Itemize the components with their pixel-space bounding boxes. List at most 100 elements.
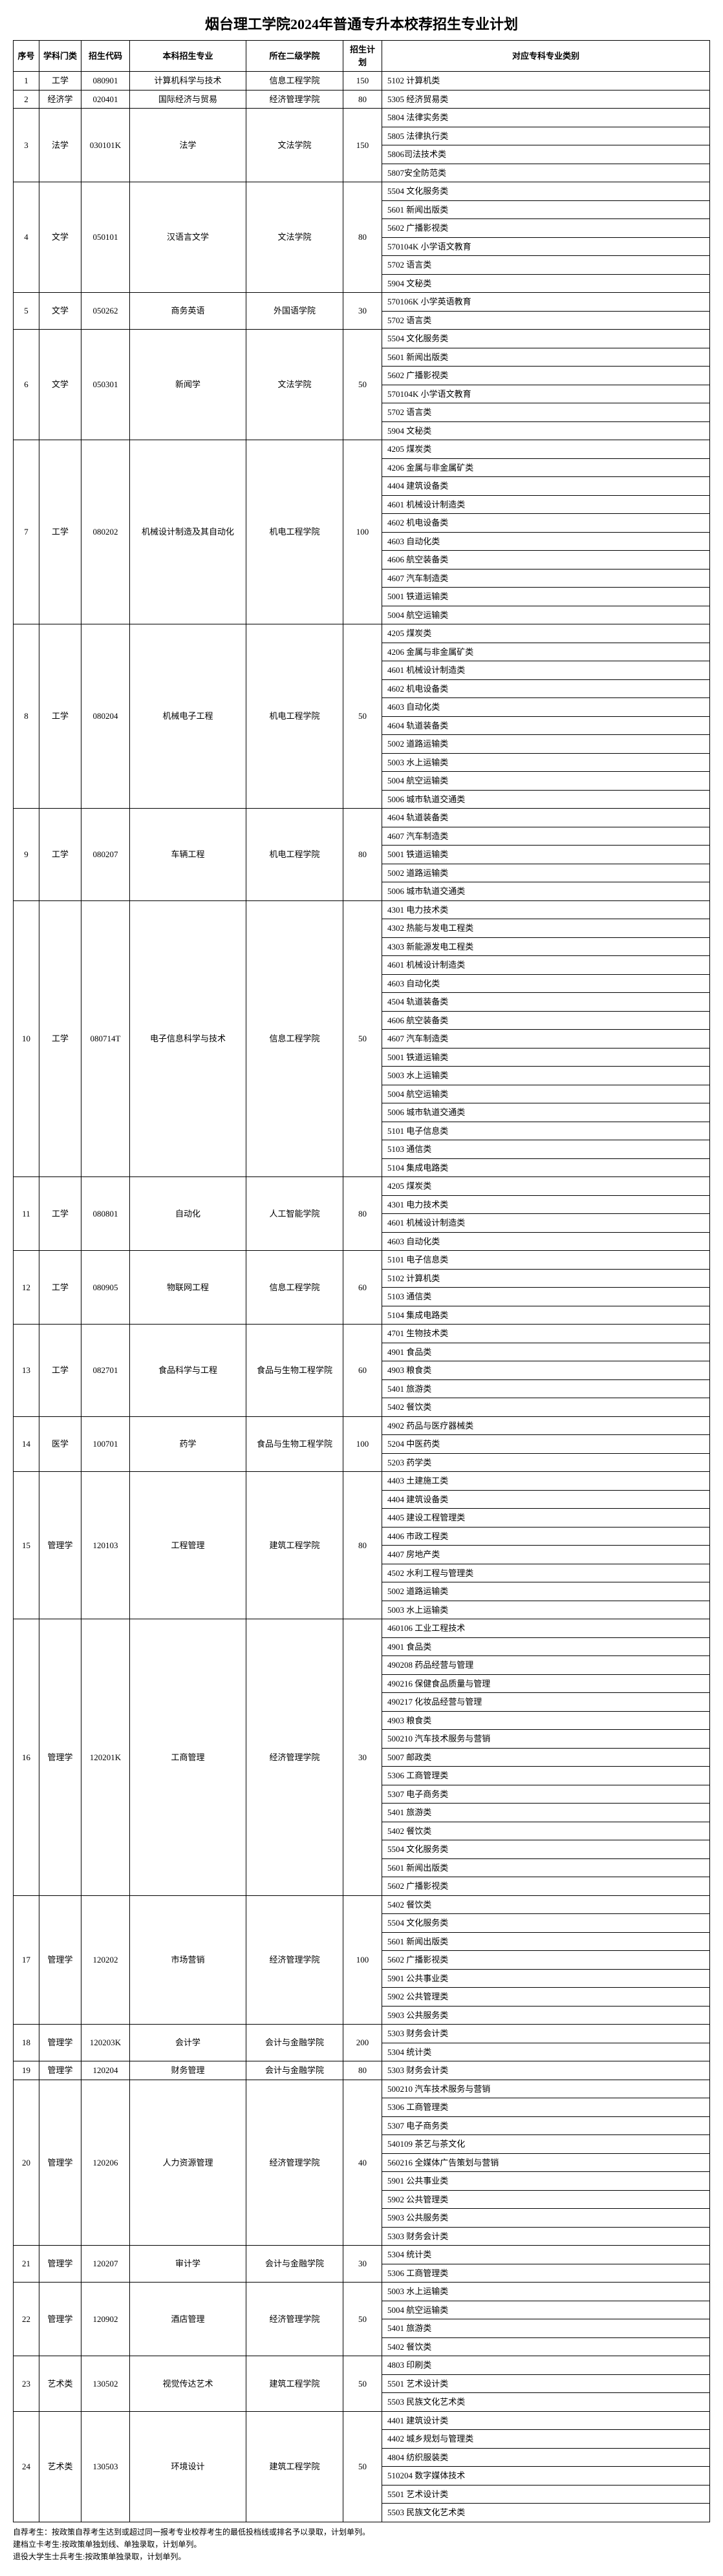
cell-plan: 100 xyxy=(343,1416,382,1472)
cell-corr: 5903 公共服务类 xyxy=(382,2209,710,2228)
cell-corr: 5402 餐饮类 xyxy=(382,1398,710,1417)
cell-code: 120103 xyxy=(81,1472,130,1619)
cell-corr: 5504 文化服务类 xyxy=(382,330,710,348)
cell-code: 130502 xyxy=(81,2356,130,2412)
cell-code: 120204 xyxy=(81,2061,130,2080)
cell-corr: 570104K 小学语文教育 xyxy=(382,385,710,403)
cell-code: 082701 xyxy=(81,1325,130,1417)
cell-code: 080714T xyxy=(81,900,130,1177)
cell-corr: 5702 语言类 xyxy=(382,256,710,275)
cell-cat: 文学 xyxy=(39,293,81,330)
cell-college: 会计与金融学院 xyxy=(246,2061,343,2080)
cell-corr: 5501 艺术设计类 xyxy=(382,2485,710,2504)
cell-corr: 5103 通信类 xyxy=(382,1140,710,1159)
cell-seq: 6 xyxy=(14,330,39,440)
cell-corr: 4404 建筑设备类 xyxy=(382,477,710,496)
footnote-line: 退役大学生士兵考生:按政策单独录取，计划单列。 xyxy=(13,2551,710,2563)
cell-corr: 5003 水上运输类 xyxy=(382,2283,710,2301)
cell-major: 审计学 xyxy=(130,2246,246,2283)
cell-corr: 5306 工商管理类 xyxy=(382,1767,710,1785)
cell-college: 人工智能学院 xyxy=(246,1177,343,1251)
table-row: 14医学100701药学食品与生物工程学院1004902 药品与医疗器械类 xyxy=(14,1416,710,1435)
table-row: 22管理学120902酒店管理经济管理学院505003 水上运输类 xyxy=(14,2283,710,2301)
cell-corr: 5001 铁道运输类 xyxy=(382,588,710,606)
cell-code: 080901 xyxy=(81,72,130,90)
cell-corr: 5003 水上运输类 xyxy=(382,753,710,772)
cell-corr: 5601 新闻出版类 xyxy=(382,200,710,219)
cell-code: 120207 xyxy=(81,2246,130,2283)
cell-corr: 5101 电子信息类 xyxy=(382,1251,710,1270)
cell-corr: 5007 邮政类 xyxy=(382,1748,710,1767)
cell-corr: 5601 新闻出版类 xyxy=(382,348,710,367)
table-header-row: 序号 学科门类 招生代码 本科招生专业 所在二级学院 招生计划 对应专科专业类别 xyxy=(14,41,710,72)
cell-corr: 4607 汽车制造类 xyxy=(382,827,710,846)
cell-corr: 4407 房地产类 xyxy=(382,1546,710,1564)
cell-corr: 5102 计算机类 xyxy=(382,1269,710,1288)
table-row: 19管理学120204财务管理会计与金融学院805303 财务会计类 xyxy=(14,2061,710,2080)
cell-cat: 管理学 xyxy=(39,2080,81,2246)
table-row: 12工学080905物联网工程信息工程学院605101 电子信息类 xyxy=(14,1251,710,1270)
cell-corr: 5102 计算机类 xyxy=(382,72,710,90)
cell-corr: 4601 机械设计制造类 xyxy=(382,661,710,680)
cell-corr: 5004 航空运输类 xyxy=(382,1085,710,1103)
cell-code: 120203K xyxy=(81,2025,130,2061)
cell-major: 电子信息科学与技术 xyxy=(130,900,246,1177)
cell-corr: 5006 城市轨道交通类 xyxy=(382,882,710,901)
cell-major: 酒店管理 xyxy=(130,2283,246,2356)
cell-major: 药学 xyxy=(130,1416,246,1472)
cell-college: 建筑工程学院 xyxy=(246,1472,343,1619)
cell-corr: 5806司法技术类 xyxy=(382,145,710,164)
table-row: 11工学080801自动化人工智能学院804205 煤炭类 xyxy=(14,1177,710,1196)
cell-cat: 管理学 xyxy=(39,1472,81,1619)
cell-plan: 50 xyxy=(343,624,382,809)
cell-code: 080801 xyxy=(81,1177,130,1251)
cell-seq: 24 xyxy=(14,2411,39,2522)
cell-college: 经济管理学院 xyxy=(246,1619,343,1896)
cell-cat: 工学 xyxy=(39,900,81,1177)
table-row: 6文学050301新闻学文法学院505504 文化服务类 xyxy=(14,330,710,348)
cell-major: 车辆工程 xyxy=(130,809,246,901)
table-row: 2经济学020401国际经济与贸易经济管理学院805305 经济贸易类 xyxy=(14,90,710,109)
cell-seq: 15 xyxy=(14,1472,39,1619)
cell-corr: 5602 广播影视类 xyxy=(382,1951,710,1970)
cell-major: 财务管理 xyxy=(130,2061,246,2080)
cell-corr: 5602 广播影视类 xyxy=(382,367,710,385)
cell-plan: 80 xyxy=(343,1177,382,1251)
table-row: 10工学080714T电子信息科学与技术信息工程学院504301 电力技术类 xyxy=(14,900,710,919)
cell-corr: 5504 文化服务类 xyxy=(382,1840,710,1859)
footnote-line: 自荐考生：按政策自荐考生达到或超过同一报考专业校荐考生的最低投档线或排名予以录取… xyxy=(13,2526,710,2539)
cell-corr: 5503 民族文化艺术类 xyxy=(382,2504,710,2522)
table-row: 23艺术类130502视觉传达艺术建筑工程学院504803 印刷类 xyxy=(14,2356,710,2375)
cell-corr: 5504 文化服务类 xyxy=(382,182,710,201)
cell-corr: 490208 药品经营与管理 xyxy=(382,1656,710,1675)
cell-cat: 工学 xyxy=(39,1177,81,1251)
cell-college: 信息工程学院 xyxy=(246,900,343,1177)
cell-major: 商务英语 xyxy=(130,293,246,330)
cell-major: 市场营销 xyxy=(130,1895,246,2025)
cell-corr: 5702 语言类 xyxy=(382,403,710,422)
cell-corr: 5003 水上运输类 xyxy=(382,1067,710,1085)
cell-corr: 5702 语言类 xyxy=(382,311,710,330)
cell-major: 工程管理 xyxy=(130,1472,246,1619)
cell-college: 经济管理学院 xyxy=(246,2283,343,2356)
cell-corr: 500210 汽车技术服务与营销 xyxy=(382,2080,710,2098)
table-row: 7工学080202机械设计制造及其自动化机电工程学院1004205 煤炭类 xyxy=(14,440,710,459)
cell-corr: 5306 工商管理类 xyxy=(382,2264,710,2283)
cell-code: 020401 xyxy=(81,90,130,109)
cell-major: 会计学 xyxy=(130,2025,246,2061)
cell-cat: 文学 xyxy=(39,182,81,293)
cell-major: 视觉传达艺术 xyxy=(130,2356,246,2412)
cell-code: 030101K xyxy=(81,109,130,182)
cell-corr: 5901 公共事业类 xyxy=(382,1969,710,1988)
cell-corr: 4404 建筑设备类 xyxy=(382,1490,710,1509)
cell-college: 食品与生物工程学院 xyxy=(246,1416,343,1472)
cell-corr: 490217 化妆品经营与管理 xyxy=(382,1693,710,1712)
cell-plan: 60 xyxy=(343,1251,382,1325)
cell-corr: 4901 食品类 xyxy=(382,1637,710,1656)
table-row: 17管理学120202市场营销经济管理学院1005402 餐饮类 xyxy=(14,1895,710,1914)
cell-corr: 4903 粮食类 xyxy=(382,1361,710,1380)
cell-corr: 4504 轨道装备类 xyxy=(382,993,710,1012)
cell-corr: 5004 航空运输类 xyxy=(382,772,710,791)
cell-corr: 5401 旅游类 xyxy=(382,1804,710,1822)
cell-cat: 工学 xyxy=(39,72,81,90)
